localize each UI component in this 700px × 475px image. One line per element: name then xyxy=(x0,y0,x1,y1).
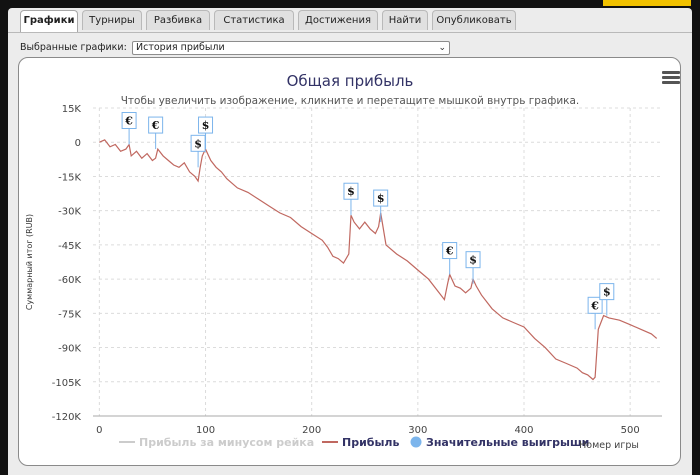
chart-select-value: История прибыли xyxy=(136,42,225,53)
x-tick-label: 200 xyxy=(302,425,321,436)
y-tick-label: -60K xyxy=(58,275,81,286)
y-axis-label: Суммарный итог (RUB) xyxy=(25,214,34,310)
profit-series-line xyxy=(99,139,658,381)
hamburger-menu-icon[interactable] xyxy=(662,71,680,87)
tab-breakdown[interactable]: Разбивка xyxy=(146,10,210,30)
tab-achievements[interactable]: Достижения xyxy=(298,10,378,30)
y-tick-label: 15K xyxy=(62,104,82,115)
win-flag-label: $ xyxy=(202,119,210,132)
selected-charts-label: Выбранные графики: xyxy=(20,42,127,53)
x-tick-label: 400 xyxy=(514,425,533,436)
tab-graphs[interactable]: Графики xyxy=(20,10,78,32)
profit-chart[interactable]: Общая прибыль Чтобы увеличить изображение… xyxy=(19,58,681,466)
chart-title: Общая прибыль xyxy=(287,72,414,90)
y-tick-label: 0 xyxy=(75,138,81,149)
x-tick-label: 500 xyxy=(621,425,640,436)
win-flag-label: € xyxy=(590,299,599,312)
tab-statistics[interactable]: Статистика xyxy=(214,10,294,30)
y-tick-label: -15K xyxy=(58,172,81,183)
win-flag xyxy=(121,112,137,130)
win-flag xyxy=(587,296,603,314)
chart-subtitle: Чтобы увеличить изображение, кликните и … xyxy=(121,95,580,107)
tab-divider xyxy=(8,32,692,33)
win-flag-label: € xyxy=(124,115,133,128)
x-axis-label: Номер игры xyxy=(579,440,639,451)
win-flag-label: € xyxy=(445,245,454,258)
win-flag xyxy=(373,189,389,207)
chart-select[interactable]: История прибыли ⌄ xyxy=(132,41,450,55)
y-tick-label: -120K xyxy=(52,412,82,423)
chart-panel[interactable]: Общая прибыль Чтобы увеличить изображение… xyxy=(18,57,681,466)
win-flag xyxy=(148,116,164,134)
y-tick-label: -105K xyxy=(52,378,82,389)
win-flag xyxy=(465,251,481,269)
y-tick-label: -45K xyxy=(58,241,81,252)
x-tick-label: 100 xyxy=(196,425,215,436)
win-flag xyxy=(198,116,214,134)
win-flag-label: $ xyxy=(377,192,385,205)
top-status-strip xyxy=(603,0,691,6)
y-tick-label: -90K xyxy=(58,344,81,355)
tab-publish[interactable]: Опубликовать xyxy=(432,10,516,30)
win-flag xyxy=(343,182,359,200)
legend-swatch-big-wins xyxy=(410,436,422,448)
tab-tournaments[interactable]: Турниры xyxy=(82,10,142,30)
x-tick-label: 300 xyxy=(408,425,427,436)
x-tick-label: 0 xyxy=(96,425,102,436)
tab-find[interactable]: Найти xyxy=(382,10,428,30)
win-flag-label: $ xyxy=(469,254,477,267)
win-flag xyxy=(442,242,458,260)
y-tick-label: -30K xyxy=(58,207,81,218)
chevron-down-icon: ⌄ xyxy=(438,43,446,53)
win-flag-label: $ xyxy=(194,137,202,150)
win-flag-label: $ xyxy=(603,286,611,299)
win-flag xyxy=(599,283,615,301)
app-window: Графики Турниры Разбивка Статистика Дост… xyxy=(8,8,692,475)
y-tick-label: -75K xyxy=(58,309,81,320)
legend-item-net: Прибыль за минусом рейка xyxy=(139,436,314,449)
win-flag-label: € xyxy=(151,119,160,132)
legend-item-profit: Прибыль xyxy=(342,436,399,449)
legend-item-big-wins: Значительные выигрыши xyxy=(426,436,589,449)
win-flag-label: $ xyxy=(347,185,355,198)
